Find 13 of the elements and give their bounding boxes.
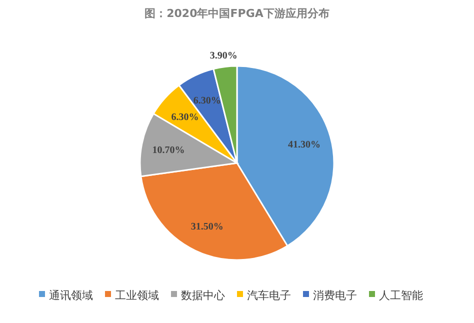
data-label: 41.30% bbox=[288, 140, 320, 151]
legend-label: 数据中心 bbox=[181, 288, 225, 302]
data-label: 6.30% bbox=[171, 112, 199, 123]
legend-label: 人工智能 bbox=[379, 288, 423, 302]
legend-label: 汽车电子 bbox=[247, 288, 291, 302]
chart-title: 图：2020年中国FPGA下游应用分布 bbox=[144, 7, 330, 20]
legend-label: 工业领域 bbox=[115, 288, 159, 302]
data-label: 10.70% bbox=[152, 144, 185, 156]
data-label: 6.30% bbox=[193, 95, 221, 106]
data-label: 31.50% bbox=[190, 222, 224, 233]
legend-label: 消费电子 bbox=[313, 288, 357, 302]
legend-label: 通讯领域 bbox=[49, 288, 93, 302]
data-label: 3.90% bbox=[210, 50, 238, 62]
